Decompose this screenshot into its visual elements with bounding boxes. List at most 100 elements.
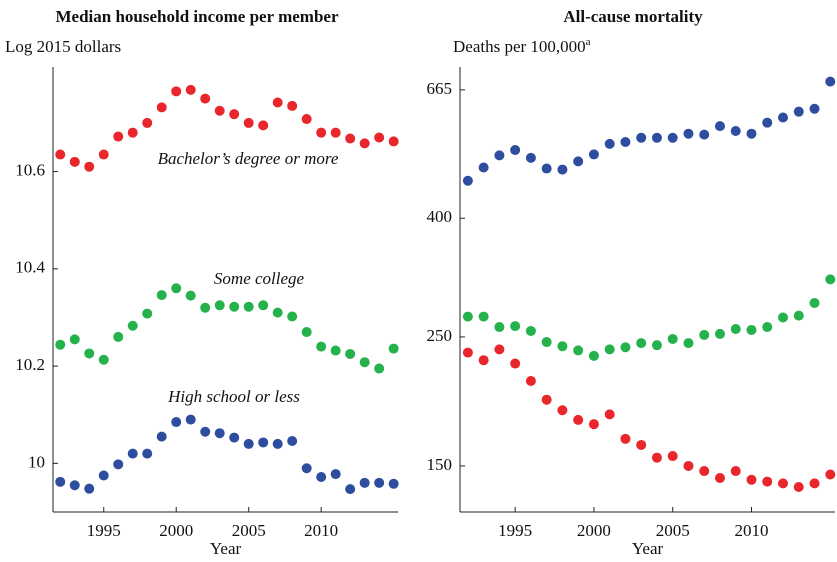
point [541,163,552,174]
point [525,325,536,336]
point [478,162,489,173]
y-tick-label: 10.2 [15,355,45,374]
chart-title: All-cause mortality [563,7,703,26]
point [200,93,211,104]
point [778,112,789,123]
point [604,409,615,420]
point [330,469,341,480]
point [229,109,240,120]
point [171,283,182,294]
point [636,338,647,349]
point [388,343,399,354]
point [55,149,66,160]
point [200,302,211,313]
point [825,469,836,480]
point [762,117,773,128]
point [258,437,269,448]
chart-subtitle: Log 2015 dollars [5,37,121,56]
point [185,84,196,95]
point [243,301,254,312]
point [651,452,662,463]
point [69,480,80,491]
point [746,128,757,139]
series-label: Bachelor’s degree or more [158,149,339,168]
point [229,432,240,443]
point [746,324,757,335]
point [142,117,153,128]
point [185,290,196,301]
x-tick-label: 1995 [498,521,532,540]
point [510,358,521,369]
point [557,405,568,416]
point [825,274,836,285]
point [714,473,725,484]
point [243,438,254,449]
point [667,333,678,344]
point [388,136,399,147]
point [730,126,741,137]
point [171,86,182,97]
point [525,375,536,386]
point [762,322,773,333]
y-tick-label: 10.6 [15,160,45,179]
point [793,310,804,321]
point [809,297,820,308]
point [229,301,240,312]
point [214,105,225,116]
point [316,127,327,138]
point [287,311,298,322]
point [730,323,741,334]
point [156,102,167,113]
point [272,307,283,318]
point [345,484,356,495]
point [98,149,109,160]
point [667,132,678,143]
point [214,300,225,311]
point [359,477,370,488]
point [55,339,66,350]
chart-title: Median household income per member [55,7,338,26]
point [604,138,615,149]
y-tick-label: 150 [427,455,453,474]
point [714,328,725,339]
point [214,428,225,439]
point [287,100,298,111]
point [809,478,820,489]
x-tick-label: 2010 [734,521,768,540]
chart-subtitle: Deaths per 100,000a [453,36,591,56]
point [258,120,269,131]
point [462,311,473,322]
point [301,114,312,125]
point [636,132,647,143]
point [127,320,138,331]
point [588,149,599,160]
point [667,451,678,462]
point [127,127,138,138]
series-label: Some college [214,269,305,288]
point [778,478,789,489]
point [345,133,356,144]
point [762,476,773,487]
point [573,156,584,167]
point [636,439,647,450]
point [588,350,599,361]
point [316,341,327,352]
point [793,106,804,117]
point [113,459,124,470]
point [142,448,153,459]
point [301,327,312,338]
point [345,348,356,359]
x-tick-label: 2000 [159,521,193,540]
point [330,345,341,356]
point [651,340,662,351]
point [55,476,66,487]
point [651,132,662,143]
point [604,344,615,355]
point [84,348,95,359]
x-tick-label: 2000 [577,521,611,540]
point [541,337,552,348]
point [374,132,385,143]
point [620,342,631,353]
x-axis-label: Year [632,539,664,558]
